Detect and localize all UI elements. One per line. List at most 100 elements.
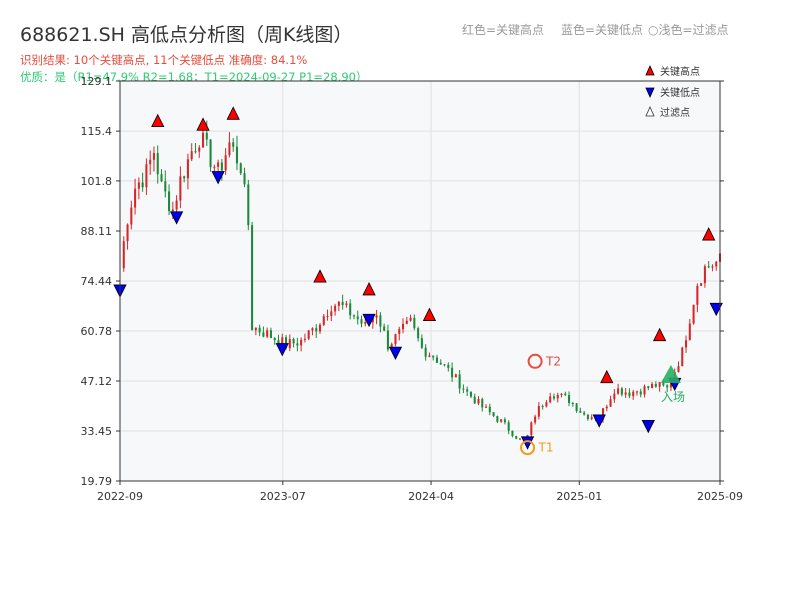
- candle-body: [677, 366, 680, 372]
- candle-body: [485, 406, 488, 408]
- candle-body: [571, 402, 574, 404]
- y-tick-label: 60.78: [81, 325, 113, 338]
- candle-body: [141, 182, 144, 188]
- candle-body: [541, 406, 544, 408]
- candle-body: [560, 393, 563, 395]
- chart-title: 688621.SH 高低点分析图（周K线图）: [20, 24, 353, 46]
- candle-body: [556, 394, 559, 399]
- candle-body: [171, 209, 174, 212]
- candle-body: [145, 164, 148, 188]
- candle-body: [371, 317, 374, 323]
- candle-body: [428, 355, 431, 357]
- candle-body: [552, 396, 555, 399]
- candle-body: [432, 355, 435, 358]
- candle-body: [296, 343, 299, 346]
- candle-body: [609, 399, 612, 407]
- candle-body: [545, 402, 548, 407]
- key-high-marker: [226, 106, 240, 120]
- candle-body: [507, 422, 510, 431]
- candle-body: [451, 367, 454, 378]
- candle-body: [307, 330, 310, 339]
- candle-body: [579, 410, 582, 413]
- candle-body: [258, 327, 261, 333]
- candle-body: [654, 383, 657, 387]
- candle-body: [469, 391, 472, 397]
- candle-body: [696, 285, 699, 305]
- candle-body: [575, 403, 578, 411]
- candle-body: [447, 364, 450, 368]
- candle-body: [681, 347, 684, 367]
- candle-body: [126, 224, 129, 242]
- candle-body: [481, 398, 484, 408]
- candle-body: [688, 323, 691, 341]
- candle-body: [466, 389, 469, 392]
- candle-body: [703, 266, 706, 284]
- legend-marker: [645, 65, 655, 76]
- candle-body: [379, 315, 382, 327]
- candle-body: [201, 132, 205, 148]
- candle-body: [251, 225, 254, 331]
- candle-body: [669, 382, 672, 388]
- x-tick-label: 2025-09: [697, 490, 743, 503]
- candle-body: [183, 176, 186, 179]
- legend-filtered-label: 浅色=过滤点: [658, 23, 729, 37]
- key-low-marker: [211, 171, 225, 185]
- candle-body: [220, 162, 223, 171]
- candle-body: [122, 241, 125, 269]
- candle-body: [213, 166, 216, 168]
- candle-body: [243, 173, 246, 185]
- candle-body: [635, 391, 639, 393]
- candle-body: [311, 328, 314, 331]
- candle-body: [590, 417, 593, 419]
- candle-body: [405, 320, 408, 324]
- candle-body: [137, 182, 140, 189]
- candle-body: [413, 317, 416, 329]
- y-tick-label: 19.79: [81, 475, 113, 488]
- candle-body: [583, 412, 586, 415]
- candle-body: [168, 191, 171, 212]
- candle-body: [288, 339, 291, 349]
- candle-body: [707, 266, 710, 268]
- candle-body: [662, 381, 665, 386]
- key-high-marker: [362, 282, 376, 296]
- annotations: T1 T2 入场: [520, 353, 685, 456]
- x-tick-label: 2024-04: [408, 490, 454, 503]
- x-tick-label: 2022-09: [97, 490, 143, 503]
- candle-body: [152, 153, 155, 160]
- candle-body: [228, 142, 231, 156]
- key-low-marker: [275, 343, 289, 357]
- key-low-marker: [362, 313, 376, 328]
- candle-body: [303, 338, 306, 340]
- candle-body: [424, 347, 427, 357]
- candle-body: [254, 327, 257, 331]
- axes: 19.79 33.45 47.12 60.78 74.44 88.11 101.8 115.4…: [81, 75, 743, 503]
- candle-body: [364, 321, 367, 324]
- candle-body: [130, 207, 133, 225]
- candle-body: [356, 316, 359, 320]
- candle-body: [605, 406, 608, 409]
- candle-body: [198, 147, 201, 152]
- candle-body: [526, 435, 529, 437]
- t1-circle: [520, 440, 536, 456]
- candle-body: [175, 200, 178, 210]
- candle-body: [341, 301, 344, 306]
- candle-body: [186, 159, 189, 179]
- legend-marker: [645, 106, 655, 117]
- candle-body: [647, 386, 650, 389]
- candle-body: [624, 392, 627, 395]
- candle-body: [715, 261, 718, 267]
- y-tick-label: 47.12: [81, 375, 113, 388]
- candle-body: [492, 412, 495, 417]
- y-tick-label: 74.44: [81, 275, 113, 288]
- candle-body: [375, 315, 378, 318]
- candle-body: [473, 396, 476, 404]
- candle-body: [620, 388, 623, 395]
- key-low-marker: [169, 211, 184, 225]
- candle-body: [601, 408, 605, 420]
- candle-body: [477, 398, 480, 404]
- recognition-result: 识别结果: 10个关键高点, 11个关键低点 准确度: 84.1%: [20, 53, 308, 67]
- plot-frame: [119, 80, 721, 482]
- candle-body: [564, 393, 567, 396]
